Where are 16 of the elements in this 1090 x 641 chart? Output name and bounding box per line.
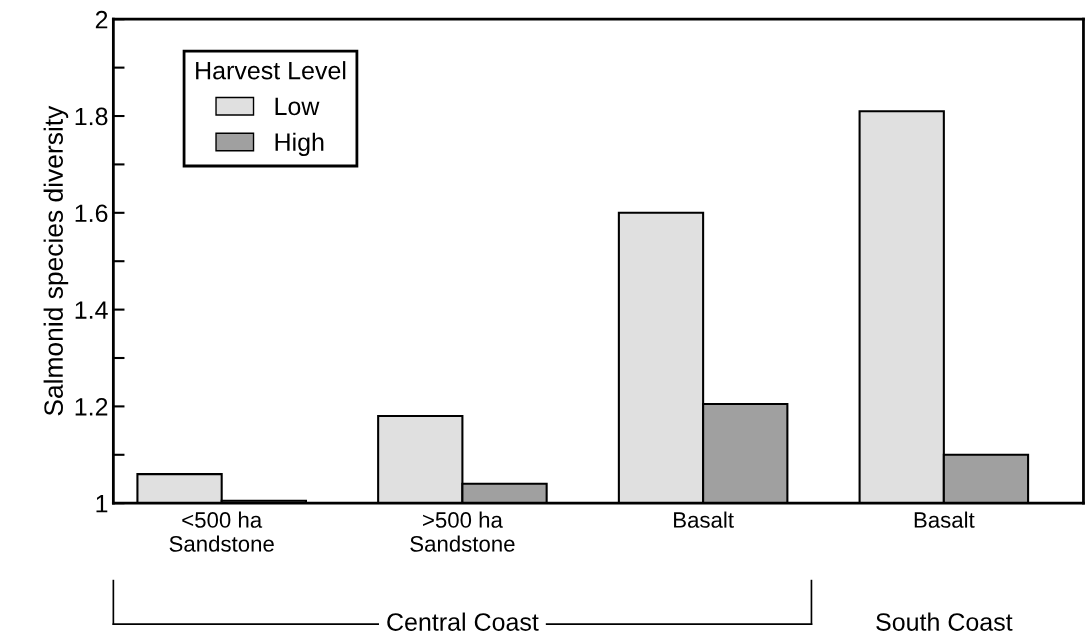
- text: Central Coast: [387, 612, 539, 631]
- y-tick-label: 1.8: [75, 107, 108, 126]
- y-axis-title: Salmonid species diversity: [43, 105, 69, 416]
- y-tick-label: 2: [95, 10, 108, 29]
- text: South Coast: [876, 612, 1013, 631]
- y-tick-label: 1: [96, 495, 108, 513]
- legend-title: Harvest Level: [196, 61, 346, 80]
- x-tick-label: <500 ha Sandstone: [169, 511, 274, 552]
- y-tick-label: 1.4: [75, 301, 108, 319]
- x-tick-label: >500 ha Sandstone: [410, 511, 515, 552]
- x-tick-label: Basalt: [914, 511, 975, 528]
- legend-label: High: [275, 132, 324, 156]
- y-tick-label: 1.6: [75, 204, 108, 223]
- legend-label: Low: [275, 97, 320, 116]
- y-tick-label: 1.2: [75, 398, 108, 416]
- x-tick-label: Basalt: [674, 511, 734, 528]
